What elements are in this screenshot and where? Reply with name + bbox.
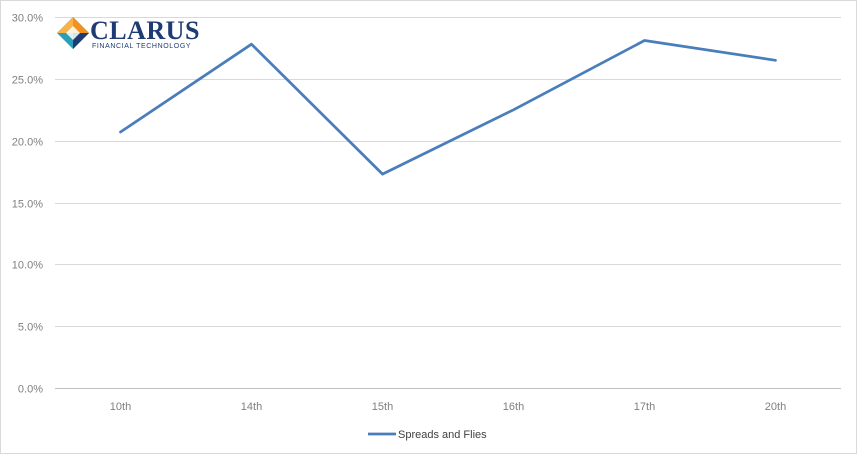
- series-layer: [119, 39, 777, 176]
- y-tick-label: 0.0%: [18, 384, 43, 396]
- y-tick-label: 25.0%: [12, 75, 43, 87]
- y-tick-label: 30.0%: [12, 13, 43, 25]
- y-axis: 0.0% 5.0% 10.0% 15.0% 20.0% 25.0% 30.0%: [12, 13, 43, 396]
- legend-label: Spreads and Flies: [398, 429, 487, 441]
- gridlines: [55, 17, 841, 389]
- x-tick-label: 17th: [634, 401, 655, 413]
- series-line: [119, 39, 777, 176]
- logo-tagline: FINANCIAL TECHNOLOGY: [92, 43, 191, 50]
- y-tick-label: 10.0%: [12, 260, 43, 272]
- y-tick-label: 5.0%: [18, 322, 43, 334]
- clarus-logo: CLARUS FINANCIAL TECHNOLOGY: [57, 16, 200, 50]
- legend: Spreads and Flies: [368, 429, 487, 441]
- x-axis: 10th 14th 15th 16th 17th 20th: [110, 401, 786, 413]
- x-tick-label: 10th: [110, 401, 131, 413]
- y-tick-label: 15.0%: [12, 199, 43, 211]
- logo-wordmark: CLARUS: [90, 16, 200, 45]
- x-tick-label: 16th: [503, 401, 524, 413]
- diamond-logo-icon: [57, 17, 89, 49]
- x-tick-label: 15th: [372, 401, 393, 413]
- x-tick-label: 20th: [765, 401, 786, 413]
- x-tick-label: 14th: [241, 401, 262, 413]
- y-tick-label: 20.0%: [12, 137, 43, 149]
